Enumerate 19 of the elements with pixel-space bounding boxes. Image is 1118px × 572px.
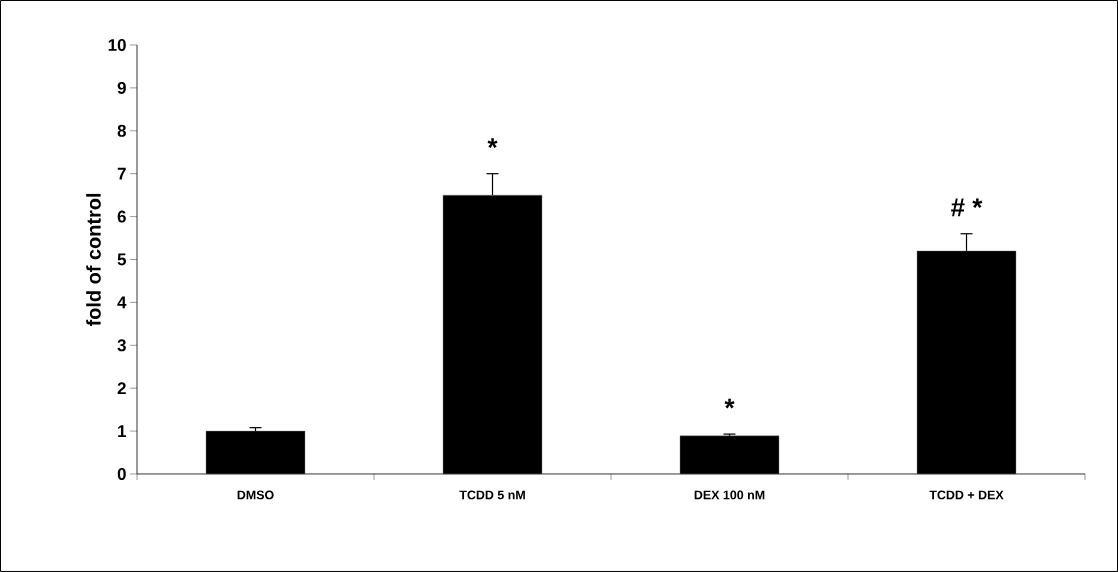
y-tick-label: 3 [117,339,126,352]
x-tick-label: DMSO [237,490,274,500]
y-tick-label: 0 [117,467,126,480]
y-tick-label: 6 [117,210,126,223]
y-tick-label: 5 [117,253,127,266]
y-axis-title: fold of control [86,193,101,327]
y-tick-label: 8 [117,124,126,137]
y-tick-label: 9 [117,81,126,94]
y-tick-label: 7 [117,167,126,180]
annotation: * [487,138,498,148]
annotation: * [724,398,735,409]
x-tick-label: TCDD 5 nM [459,490,525,500]
y-tick-label: 4 [117,296,127,309]
x-tick-label: DEX 100 nM [694,490,765,500]
y-tick-label: 10 [108,38,126,51]
x-tick-label: TCDD + DEX [929,490,1004,500]
y-tick-label: 2 [117,382,126,395]
annotation: # * [951,198,983,217]
y-tick-label: 1 [118,425,127,437]
